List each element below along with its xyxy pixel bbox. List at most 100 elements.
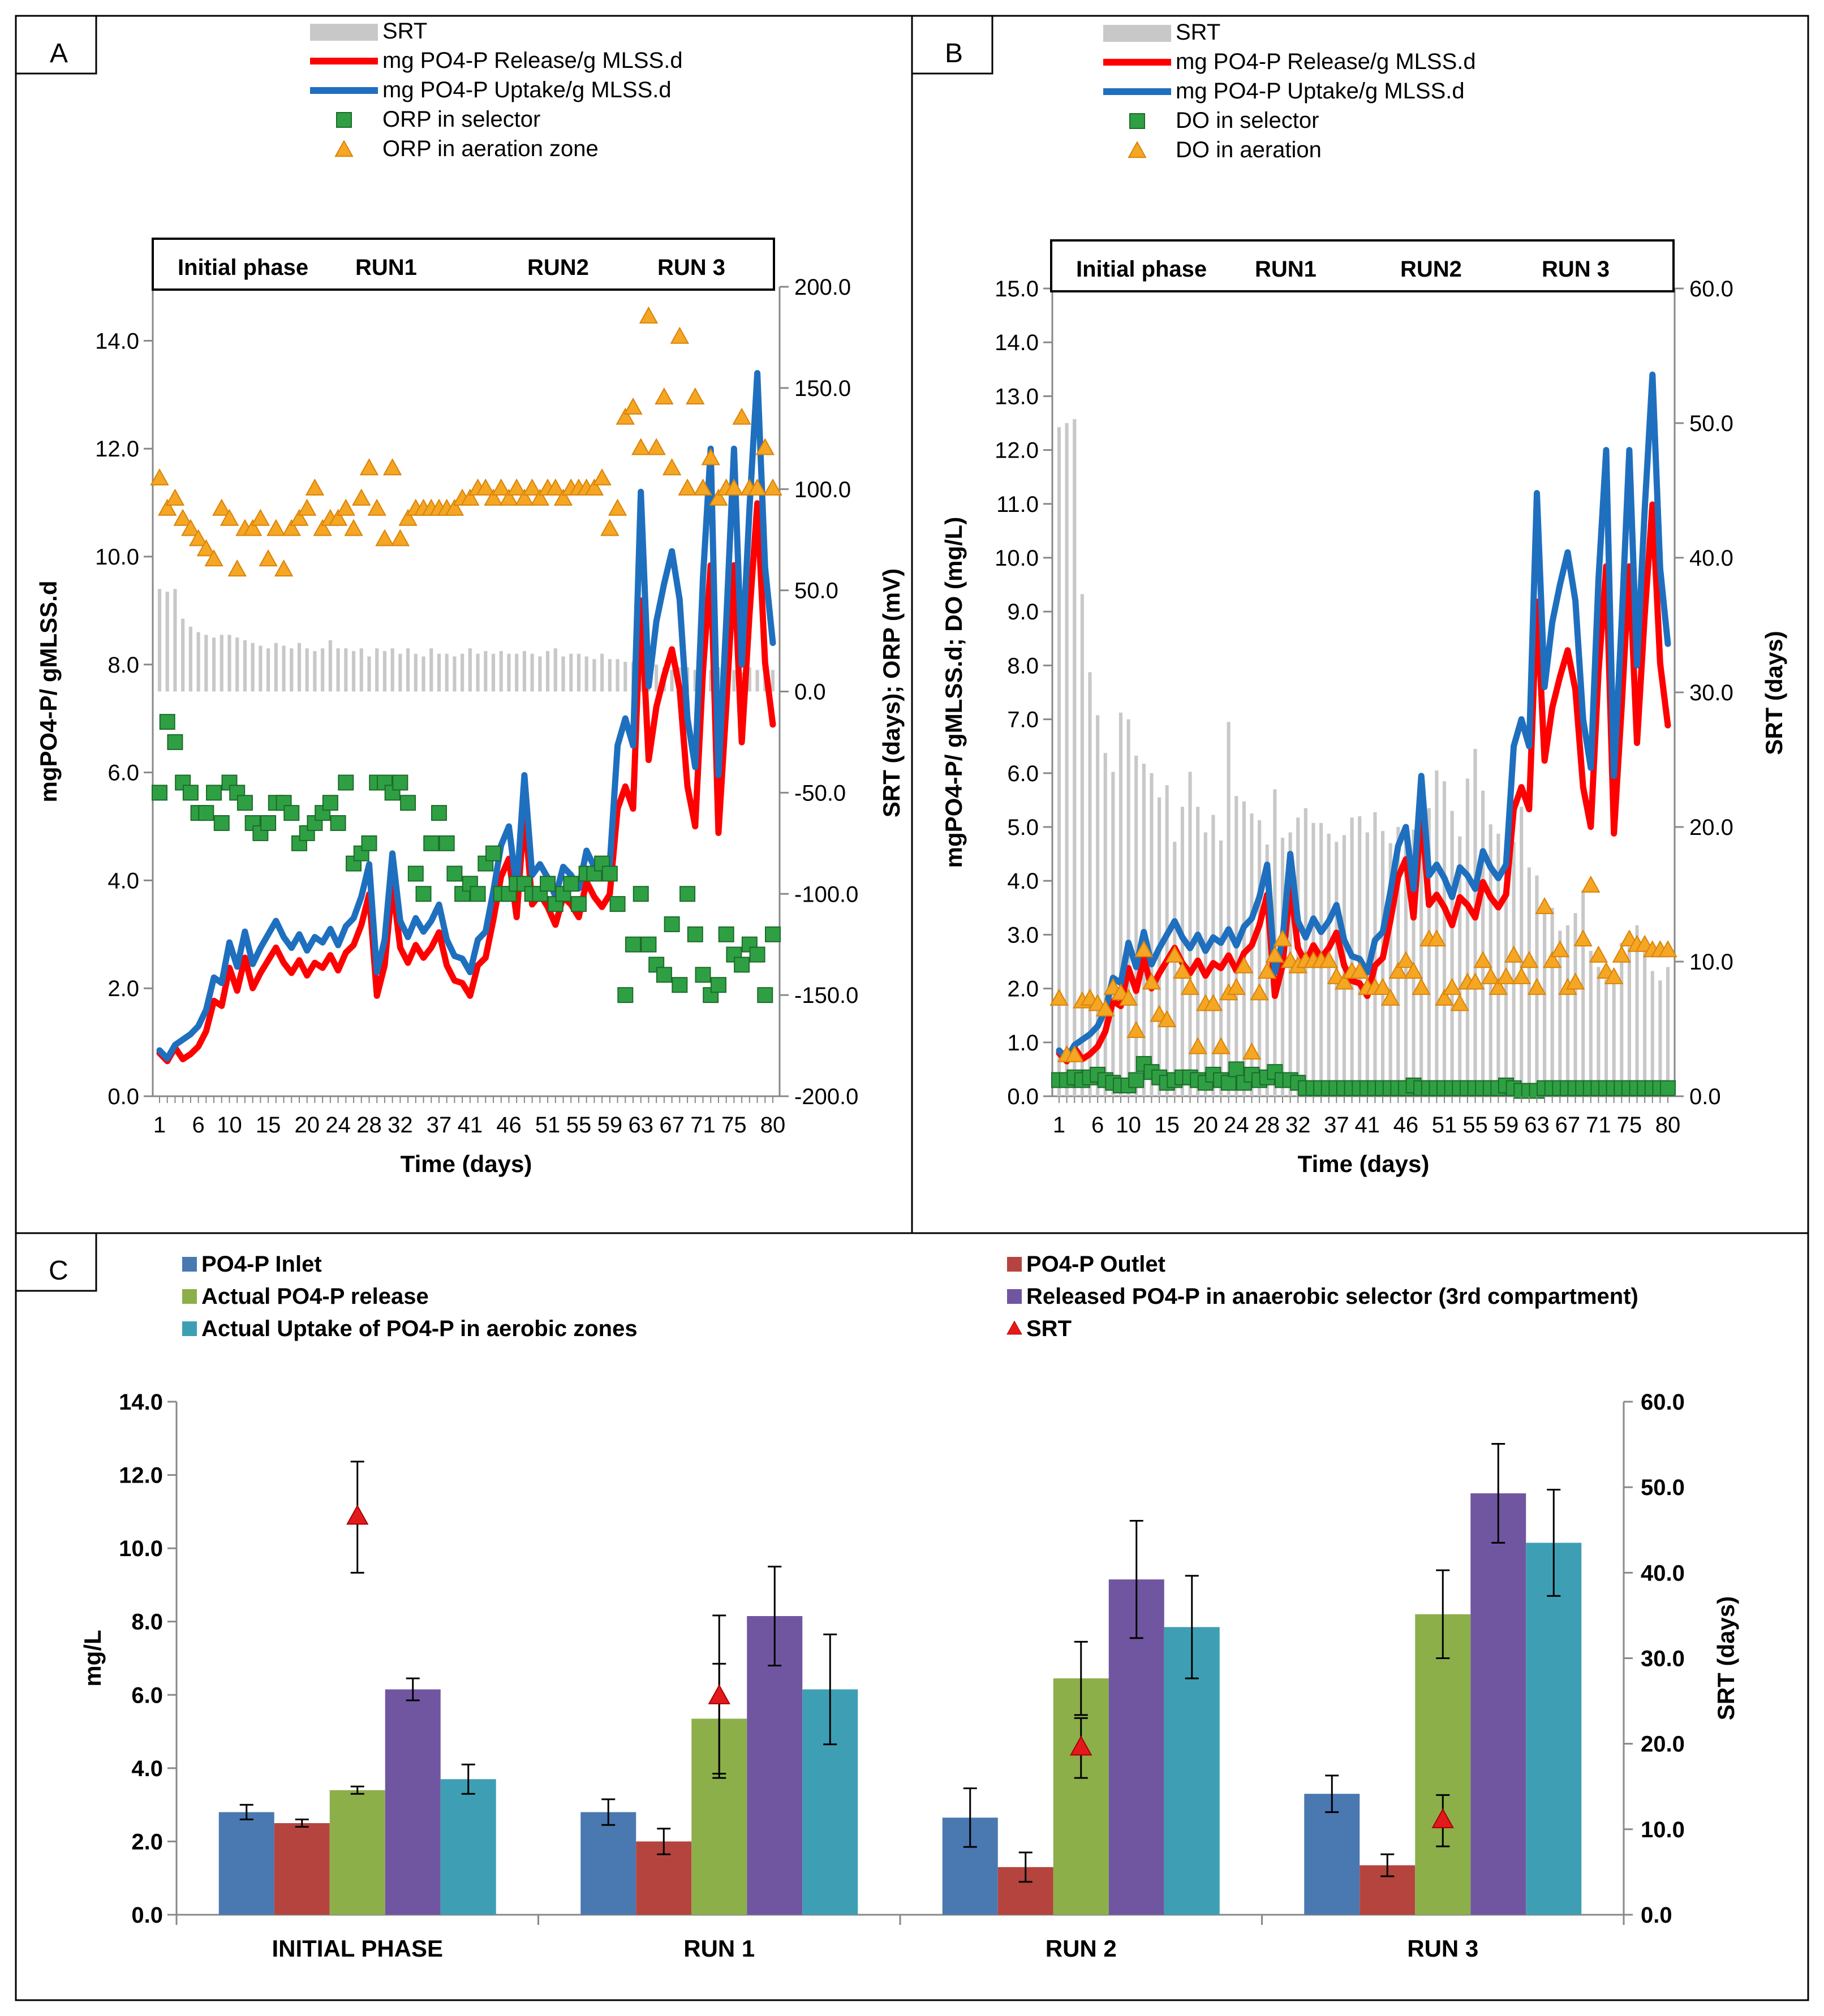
x-tick-label: 51: [535, 1113, 561, 1138]
selector-point: [640, 936, 657, 953]
aeration-point: [150, 468, 169, 486]
x-tick-label: 1: [153, 1113, 166, 1138]
srt-bar: [1119, 712, 1123, 1096]
uptake-series-line: [156, 370, 776, 1062]
x-tick-label: 75: [1617, 1113, 1642, 1138]
aeration-point: [1573, 929, 1593, 947]
x-tick-label: 51: [1432, 1113, 1457, 1138]
y-tick-label: 2.0: [107, 976, 139, 1001]
selector-point: [431, 805, 447, 821]
y-tick-label: 10.0: [995, 546, 1039, 571]
aeration-point: [608, 498, 627, 516]
srt-bar: [227, 635, 231, 692]
srt-bar: [1196, 807, 1200, 1096]
selector-point: [485, 845, 502, 861]
y2-tick-label: 100.0: [794, 477, 851, 502]
x-tick-label: 24: [1224, 1113, 1249, 1138]
selector-point: [213, 815, 230, 832]
srt-bar: [499, 651, 503, 692]
srt-bar: [553, 648, 557, 692]
phase-label: RUN1: [1255, 257, 1317, 282]
srt-bar: [429, 648, 433, 692]
srt-bar: [453, 656, 457, 692]
aeration-point: [173, 509, 192, 526]
y2-axis-title: SRT (days); ORP (mV): [878, 568, 905, 817]
aeration-point: [227, 559, 247, 577]
srt-bar: [1442, 781, 1447, 1096]
y-tick-label: 5.0: [1007, 815, 1039, 840]
y2-tick-label: 200.0: [794, 275, 851, 300]
aeration-point: [553, 488, 573, 506]
category-label: RUN 1: [683, 1935, 755, 1962]
x-tick-label: 32: [1285, 1113, 1311, 1138]
y2-tick-label: -200.0: [794, 1084, 858, 1109]
aeration-point: [204, 549, 223, 567]
srt-bar: [328, 640, 332, 692]
srt-bar: [351, 651, 356, 692]
srt-bar: [398, 653, 402, 692]
selector-point: [236, 795, 253, 811]
srt-bar: [1188, 772, 1192, 1096]
y-tick-label: 8.0: [131, 1610, 163, 1635]
aeration-point: [1319, 951, 1339, 968]
panel-b-chart: SRT mg PO4-P Release/g MLSS.d mg PO4-P Upt…: [940, 20, 1787, 1177]
bar: [1415, 1614, 1471, 1915]
selector-point: [601, 865, 618, 882]
aeration-point: [352, 488, 371, 506]
srt-bar: [484, 651, 488, 692]
aeration-point: [592, 468, 612, 486]
y-tick-label: 0.0: [1007, 1084, 1039, 1109]
x-tick-label: 75: [721, 1113, 747, 1138]
srt-bar: [297, 643, 302, 692]
aeration-point: [344, 519, 363, 536]
y-tick-label: 12.0: [119, 1463, 163, 1488]
aeration-point: [266, 519, 286, 536]
legend-selector-marker: [1129, 113, 1145, 129]
aeration-point: [1173, 962, 1192, 979]
legend-aeration-marker: [1128, 141, 1147, 158]
srt-bar: [445, 653, 449, 692]
x-tick-label: 63: [628, 1113, 653, 1138]
legend-entry: Actual PO4-P release: [201, 1284, 429, 1309]
srt-bar: [515, 653, 519, 692]
x-tick-label: 55: [1462, 1113, 1488, 1138]
legend-swatch: [1007, 1257, 1022, 1272]
aeration-point: [1134, 940, 1154, 958]
aeration-point: [1211, 1037, 1231, 1054]
aeration-point: [336, 498, 356, 516]
x-tick-label: 46: [1393, 1113, 1419, 1138]
y2-tick-label: 0.0: [1689, 1084, 1721, 1109]
y-tick-label: 1.0: [1007, 1031, 1039, 1056]
aeration-point: [623, 397, 643, 415]
aeration-point: [1465, 972, 1485, 990]
selector-point: [438, 835, 455, 851]
panel-c-chart: PO4-P Inlet PO4-P Outlet Actual PO4-P rele…: [79, 1252, 1739, 1962]
selector-point: [710, 977, 726, 993]
aeration-point: [1527, 977, 1547, 995]
selector-point: [330, 815, 346, 832]
x-axis-title: Time (days): [401, 1151, 532, 1177]
aeration-point: [732, 407, 751, 425]
aeration-point: [1435, 988, 1454, 1006]
aeration-point: [158, 498, 177, 516]
x-axis-title: Time (days): [1298, 1151, 1430, 1177]
bar: [440, 1779, 496, 1915]
selector-point: [679, 886, 696, 902]
srt-bar: [1643, 941, 1647, 1096]
srt-bar: [204, 635, 208, 692]
selector-point: [617, 987, 634, 1003]
aeration-point: [1388, 962, 1408, 979]
x-tick-label: 6: [1091, 1113, 1104, 1138]
srt-bar: [1550, 907, 1554, 1096]
selector-point: [1228, 1061, 1245, 1078]
aeration-point: [639, 306, 659, 324]
y-tick-label: 6.0: [107, 761, 139, 786]
y-axis-title: mgPO4-P/ gMLSS.d; DO (mg/L): [940, 517, 967, 868]
phase-label: RUN 3: [1542, 257, 1610, 282]
y-tick-label: 2.0: [131, 1829, 163, 1854]
srt-bar: [282, 645, 286, 692]
y2-tick-label: 40.0: [1689, 546, 1733, 571]
srt-bar: [375, 648, 379, 692]
srt-bar: [165, 592, 169, 692]
selector-point: [687, 926, 703, 942]
